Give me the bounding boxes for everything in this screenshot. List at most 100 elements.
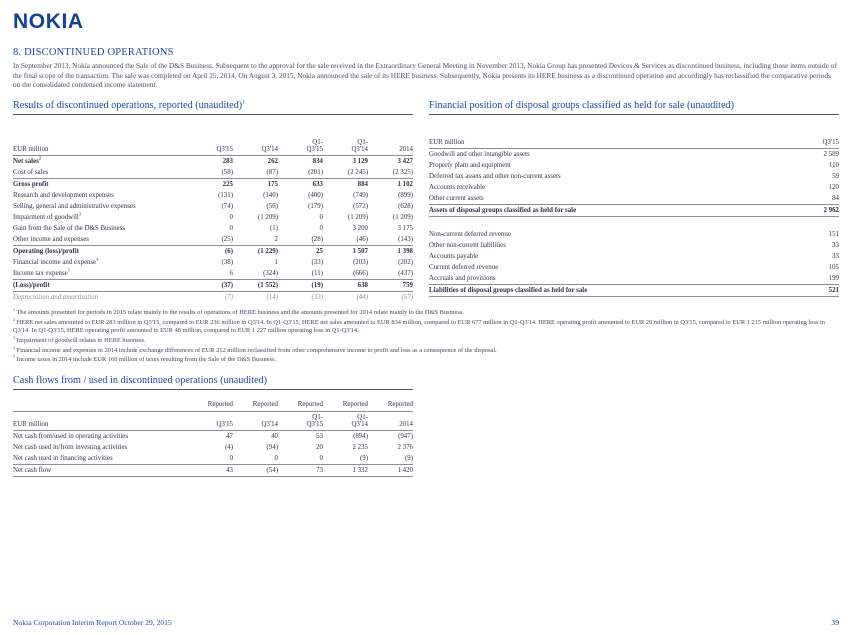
column-header: Q1- Q3'14	[351, 413, 368, 428]
footnote: 1 The amounts presented for periods in 2…	[13, 308, 839, 318]
row-label: Research and development expenses	[13, 192, 114, 200]
footnote-text: The amounts presented for periods in 201…	[16, 309, 464, 317]
table-row: Accruals and provisions 199	[429, 273, 839, 284]
footnote-text: Financial income and expenses in 2014 in…	[16, 346, 497, 354]
cell-value: (1 209)	[347, 214, 368, 222]
footnote: 2 HERE net sales amounted to EUR 283 mil…	[13, 316, 839, 336]
cell-value: (1 552)	[257, 282, 278, 290]
cell-value: 1 420	[397, 466, 413, 474]
cell-value: 25	[316, 248, 323, 256]
table-header-row-reported: Reported Reported Reported Reported Repo…	[13, 399, 413, 412]
cell-value: 73	[316, 466, 323, 474]
table-row: Other income and expenses (25) 2 (28) (46) (1…	[13, 234, 413, 245]
position-table: EUR million Q3'15 Goodwill and other int…	[429, 137, 839, 298]
cell-value: (899)	[398, 192, 413, 200]
cell-value: (4)	[224, 443, 233, 451]
cell-value: 33	[832, 253, 839, 261]
row-label: Impairment of goodwill3	[13, 211, 81, 222]
cell-value: (94)	[266, 443, 278, 451]
cell-value: 3 427	[397, 158, 413, 166]
cell-value: (37)	[221, 282, 233, 290]
cell-value: 1 102	[397, 181, 413, 189]
cell-value: (28)	[311, 236, 323, 244]
cell-value: 1 398	[397, 248, 413, 256]
cell-value: (202)	[398, 259, 413, 267]
financial-position-section: Financial position of disposal groups cl…	[429, 100, 839, 303]
cell-value: (572)	[353, 203, 368, 211]
row-label: Financial income and expense4	[13, 256, 99, 267]
cell-value: 40	[271, 432, 278, 440]
header-spacer	[13, 407, 188, 411]
cell-value: 110	[828, 162, 839, 170]
cell-value: 225	[222, 181, 233, 189]
footnote-text: HERE net sales amounted to EUR 283 milli…	[13, 318, 825, 335]
table-row: (Loss)/profit (37) (1 552) (19) 638 759	[13, 279, 413, 293]
cell-value: 47	[226, 432, 233, 440]
footnote: 5 Income taxes in 2014 include EUR 160 m…	[13, 355, 839, 365]
footnote-number: 2	[13, 316, 15, 322]
cell-value: 0	[229, 225, 233, 233]
reported-label: Reported	[387, 400, 413, 408]
cell-value: (19)	[311, 282, 323, 290]
column-header: Q1- Q3'15	[306, 139, 323, 154]
column-header: Q3'15	[216, 146, 233, 154]
cell-value: 53	[316, 432, 323, 440]
cell-value: (2 245)	[347, 169, 368, 177]
cell-value: (947)	[398, 432, 413, 440]
results-title-text: Results of discontinued operations, repo…	[13, 100, 243, 112]
table-row: Impairment of goodwill3 0 (1 209) 0 (1 209) (…	[13, 212, 413, 223]
row-label: Other income and expenses	[13, 236, 89, 244]
cell-value: (74)	[221, 203, 233, 211]
column-header: Q1- Q3'14	[351, 139, 368, 154]
table-row: Accounts payable 33	[429, 251, 839, 262]
cell-value: 0	[319, 225, 323, 233]
cell-value: 1 507	[352, 248, 368, 256]
row-label: Gross profit	[13, 181, 49, 189]
row-label: Cost of sales	[13, 169, 49, 177]
row-label: Goodwill and other intangible assets	[429, 151, 530, 159]
cell-value: 3 129	[352, 158, 368, 166]
cell-value: (2 325)	[392, 169, 413, 177]
row-label: Accounts payable	[429, 253, 479, 261]
position-table-title: Financial position of disposal groups cl…	[429, 100, 839, 116]
table-header-row: EUR million Q3'15	[429, 137, 839, 150]
cell-value: 759	[402, 282, 413, 290]
cell-value: 33	[832, 242, 839, 250]
row-label: Selling, general and administrative expe…	[13, 203, 136, 211]
row-label: Gain from the Sale of the D&S Business	[13, 225, 125, 233]
footer-report-title: Nokia Corporation Interim Report October…	[13, 618, 172, 627]
row-label: Accounts receivable	[429, 184, 486, 192]
section-title: 8. DISCONTINUED OPERATIONS	[13, 47, 174, 58]
table-row: Income tax expense5 6 (324) (11) (666) (437)	[13, 268, 413, 279]
cell-value: 633	[312, 181, 323, 189]
row-label: Net cash used in financing activities	[13, 454, 113, 462]
cell-value: 0	[229, 214, 233, 222]
footnote-number: 3	[13, 334, 15, 340]
cash-table-title: Cash flows from / used in discontinued o…	[13, 375, 413, 390]
nokia-logo: NOKIA	[13, 10, 84, 33]
column-header: Q3'14	[261, 146, 278, 154]
cell-value: (1 209)	[392, 214, 413, 222]
column-header: Q3'15	[216, 420, 233, 428]
cell-value: 3 200	[352, 225, 368, 233]
reported-label: Reported	[297, 400, 323, 408]
row-label: Other non-current liabilities	[429, 242, 506, 250]
cell-value: (33)	[311, 294, 323, 302]
table-row: Operating (loss)/profit (6) (1 229) 25 1 507…	[13, 245, 413, 257]
footnote-ref: 5	[67, 267, 70, 273]
footnote-text: Income taxes in 2014 include EUR 160 mil…	[16, 356, 277, 364]
column-header: Q1- Q3'15	[306, 413, 323, 428]
cell-value: 2 376	[397, 443, 413, 451]
cell-value: (54)	[266, 466, 278, 474]
unit-label: EUR million	[13, 420, 49, 428]
cell-value: 1	[274, 259, 278, 267]
cell-value: (1 209)	[257, 214, 278, 222]
footnote-ref: 2	[38, 155, 41, 161]
cell-value: 43	[226, 466, 233, 474]
cell-value: 151	[828, 231, 839, 239]
table-row: Financial income and expense4 (38) 1 (33) (2…	[13, 257, 413, 268]
row-label: (Loss)/profit	[13, 282, 50, 290]
cell-value: 521	[828, 287, 839, 295]
cell-value: (628)	[398, 203, 413, 211]
